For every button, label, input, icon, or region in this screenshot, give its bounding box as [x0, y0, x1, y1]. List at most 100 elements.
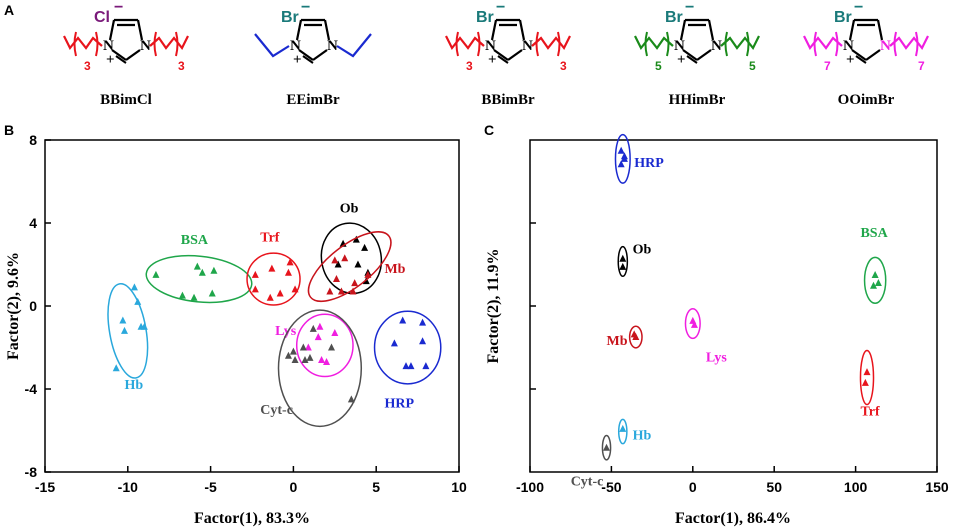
ring-double-bond	[115, 55, 127, 64]
molecule-name: HHimBr	[669, 92, 726, 108]
x-tick-label: 0	[290, 479, 298, 495]
anion-charge: −	[854, 0, 863, 16]
data-point	[619, 254, 627, 262]
ring-bond	[507, 49, 523, 61]
data-point	[178, 291, 186, 299]
data-point	[871, 270, 879, 278]
ring-bond	[851, 49, 867, 61]
anion-label: Cl	[94, 9, 110, 26]
alkyl-chain-right	[336, 33, 372, 58]
group-trf: Trf	[246, 231, 301, 306]
data-point	[190, 293, 198, 301]
group-label: Hb	[633, 429, 652, 444]
y-tick-label: 8	[29, 132, 37, 148]
plot-b-frame	[44, 139, 460, 473]
group-cyt-c: Cyt-c	[571, 434, 612, 489]
repeat-bracket	[835, 31, 839, 57]
group-mb: Mb	[307, 231, 406, 303]
nitrogen-right: N	[140, 38, 151, 54]
data-point	[299, 343, 307, 351]
x-tick-label: 10	[451, 479, 467, 495]
panel-label-a: A	[4, 2, 14, 18]
nitrogen-right: N	[880, 38, 891, 54]
data-point	[603, 443, 611, 451]
repeat-count-left: 3	[466, 59, 473, 73]
data-point	[619, 262, 627, 270]
group-ob: Ob	[320, 202, 383, 295]
data-point	[251, 270, 259, 278]
group-label: Cyt-c	[260, 403, 293, 418]
y-tick-label: 4	[29, 215, 37, 231]
data-point	[134, 297, 142, 305]
data-point	[690, 320, 698, 328]
plus-charge: +	[293, 52, 302, 68]
cluster-ellipse	[863, 256, 887, 305]
data-point	[349, 287, 357, 295]
ring-double-bond	[497, 55, 509, 64]
group-hrp: HRP	[373, 310, 442, 412]
repeat-bracket	[813, 31, 817, 57]
group-label: BSA	[181, 233, 209, 248]
nitrogen-right: N	[327, 38, 338, 54]
ring-bond	[136, 19, 144, 41]
alkyl-chain-left	[445, 35, 485, 51]
data-point	[130, 283, 138, 291]
data-point	[286, 258, 294, 266]
repeat-bracket	[95, 31, 99, 57]
repeat-bracket	[915, 31, 919, 57]
x-tick-label: -100	[516, 479, 544, 495]
x-tick-label: 50	[766, 479, 782, 495]
data-point	[337, 287, 345, 295]
repeat-bracket	[746, 31, 750, 57]
plot-b-xlabel: Factor(1), 83.3%	[194, 510, 310, 527]
data-point	[870, 281, 878, 289]
cluster-ellipse	[373, 310, 442, 385]
group-trf: Trf	[859, 349, 880, 419]
y-tick-label: 0	[29, 298, 37, 314]
ring-bond	[848, 19, 856, 41]
ring-bond	[707, 19, 715, 41]
repeat-count-right: 3	[560, 59, 567, 73]
panel-label-b: B	[4, 122, 14, 138]
data-point	[326, 287, 334, 295]
anion-label: Br	[665, 9, 683, 26]
data-point	[419, 337, 427, 345]
group-label: Ob	[340, 202, 359, 217]
alkyl-chain-left	[634, 35, 674, 51]
x-tick-label: 150	[925, 479, 949, 495]
ring-bond	[696, 49, 712, 61]
data-point	[112, 364, 120, 372]
x-tick-label: 5	[372, 479, 380, 495]
alkyl-chain-left	[63, 35, 103, 51]
cluster-ellipse	[277, 309, 363, 428]
data-point	[314, 333, 322, 341]
anion-label: Br	[476, 9, 494, 26]
ring-bond	[108, 19, 116, 41]
group-label: Lys	[275, 324, 297, 339]
data-point	[210, 266, 218, 274]
ring-bond	[679, 19, 687, 41]
data-point	[352, 235, 360, 243]
nitrogen-right: N	[522, 38, 533, 54]
repeat-bracket	[535, 31, 539, 57]
data-point	[620, 152, 628, 160]
data-point	[276, 289, 284, 297]
group-label: Hb	[124, 378, 143, 393]
data-point	[208, 289, 216, 297]
molecule-name: OOimBr	[838, 92, 895, 108]
cluster-ellipse	[617, 418, 628, 445]
nitrogen-left: N	[843, 38, 854, 54]
ring-bond	[323, 19, 331, 41]
repeat-bracket	[477, 31, 481, 57]
cluster-ellipse	[628, 325, 643, 349]
anion-charge: −	[114, 0, 123, 16]
x-tick-label: -10	[118, 479, 138, 495]
data-point	[331, 256, 339, 264]
repeat-count-left: 5	[655, 59, 662, 73]
data-point	[399, 316, 407, 324]
panel-label-c: C	[484, 122, 494, 138]
data-point	[617, 146, 625, 154]
data-point	[351, 279, 359, 287]
anion-charge: −	[685, 0, 694, 16]
